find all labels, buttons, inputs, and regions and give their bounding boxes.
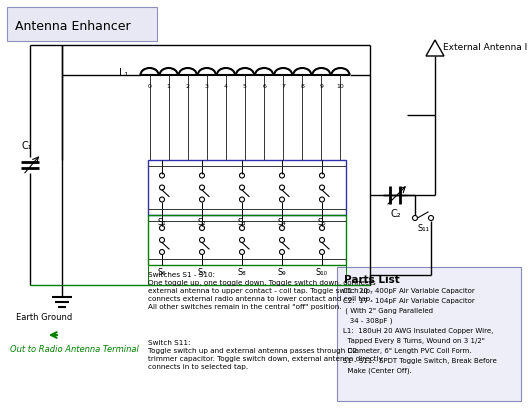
Text: 10: 10 — [336, 84, 344, 89]
Text: 3: 3 — [205, 84, 209, 89]
Bar — [148, 215, 346, 265]
Text: S1 - S11:  SPDT Toggle Switch, Break Before: S1 - S11: SPDT Toggle Switch, Break Befo… — [343, 358, 497, 364]
Text: S₅: S₅ — [318, 218, 326, 227]
Text: Make (Center Off).: Make (Center Off). — [343, 368, 412, 375]
Text: S₆: S₆ — [158, 268, 166, 277]
Bar — [148, 160, 346, 215]
Text: 9: 9 — [319, 84, 323, 89]
Text: S₁₁: S₁₁ — [417, 224, 429, 233]
Text: C1:  20 - 400pF Air Variable Capacitor: C1: 20 - 400pF Air Variable Capacitor — [343, 288, 475, 294]
Text: Diameter, 6" Length PVC Coil Form.: Diameter, 6" Length PVC Coil Form. — [343, 348, 472, 354]
Text: Antenna Enhancer: Antenna Enhancer — [15, 20, 130, 33]
Text: 7: 7 — [281, 84, 285, 89]
Text: L₁: L₁ — [119, 68, 128, 78]
FancyBboxPatch shape — [337, 267, 521, 401]
Text: 5: 5 — [243, 84, 247, 89]
Text: C2:  17 - 104pF Air Variable Capacitor: C2: 17 - 104pF Air Variable Capacitor — [343, 298, 475, 304]
Text: Parts List: Parts List — [344, 275, 400, 285]
Text: 4: 4 — [224, 84, 228, 89]
Text: S₇: S₇ — [197, 268, 206, 277]
Text: Earth Ground: Earth Ground — [16, 313, 72, 322]
Text: Tapped Every 8 Turns, Wound on 3 1/2": Tapped Every 8 Turns, Wound on 3 1/2" — [343, 338, 485, 344]
Text: 1: 1 — [167, 84, 171, 89]
Text: 0: 0 — [148, 84, 152, 89]
Text: External Antenna In: External Antenna In — [443, 44, 528, 53]
FancyBboxPatch shape — [7, 7, 157, 41]
Text: C₂: C₂ — [391, 209, 401, 219]
Text: S₉: S₉ — [278, 268, 286, 277]
Text: Switches S1 - S10:
One toggle up, one toggle down. Toggle switch down, connects
: Switches S1 - S10: One toggle up, one to… — [148, 272, 376, 310]
Text: S₈: S₈ — [238, 268, 247, 277]
Text: Out to Radio Antenna Terminal: Out to Radio Antenna Terminal — [10, 345, 139, 354]
Text: C₁: C₁ — [22, 141, 32, 151]
Text: L1:  180uH 20 AWG Insulated Copper Wire,: L1: 180uH 20 AWG Insulated Copper Wire, — [343, 328, 493, 334]
Text: S₂: S₂ — [198, 218, 206, 227]
Text: 2: 2 — [186, 84, 190, 89]
Text: 6: 6 — [262, 84, 266, 89]
Text: S₁₀: S₁₀ — [316, 268, 328, 277]
Text: ( With 2" Gang Paralleled: ( With 2" Gang Paralleled — [343, 308, 433, 315]
Text: S₃: S₃ — [238, 218, 246, 227]
Text: S₁: S₁ — [158, 218, 166, 227]
Text: S₄: S₄ — [278, 218, 286, 227]
Text: Switch S11:
Toggle switch up and external antenna passes through C2
trimmer capa: Switch S11: Toggle switch up and externa… — [148, 340, 383, 370]
Text: 34 - 308pF ): 34 - 308pF ) — [343, 318, 392, 324]
Text: 8: 8 — [300, 84, 304, 89]
